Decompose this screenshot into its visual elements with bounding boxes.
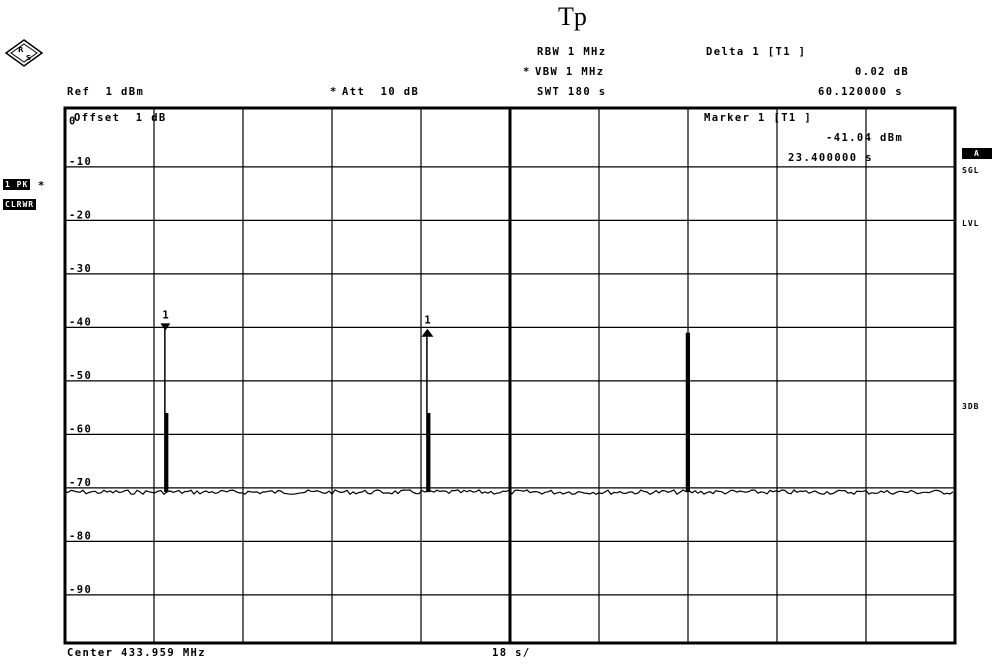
vbw-mark: * (523, 66, 531, 78)
delta-level-value: 0.02 dB (855, 66, 910, 78)
marker-number-label: 1 (424, 315, 430, 327)
trace-badge: 1 PK (3, 179, 31, 190)
plot-grid (63, 106, 957, 645)
swt-label: SWT 180 s (537, 86, 607, 98)
y-tick-label: -10 (69, 156, 92, 168)
pulse-bar-2 (427, 412, 431, 493)
svg-text:S: S (26, 54, 31, 62)
y-tick-label: -20 (69, 209, 92, 221)
analyzer-a-badge: A (962, 148, 992, 159)
rohde-schwarz-logo: R S (4, 39, 44, 67)
marker-time-value: 23.400000 s (788, 152, 873, 164)
y-tick-label: -30 (69, 263, 92, 275)
center-frequency-label: Center 433.959 MHz (67, 647, 206, 659)
y-tick-label: -40 (69, 316, 92, 328)
marker-label: Marker 1 [T1 ] (704, 112, 813, 124)
attenuation-mark: * (330, 86, 338, 98)
trace (64, 489, 954, 496)
y-tick-label: 0 (69, 115, 77, 127)
sgl-indicator: SGL (962, 166, 980, 175)
marker-triangle-up (421, 328, 434, 337)
y-tick-labels: 0 -10 -20 -30 -40 -50 -60 -70 -80 -90 (69, 115, 92, 596)
marker-level-value: -41.04 dBm (826, 132, 904, 144)
svg-text:R: R (18, 46, 24, 54)
y-tick-label: -60 (69, 423, 92, 435)
y-tick-label: -50 (69, 370, 92, 382)
sweep-span-label: 18 s/ (492, 647, 531, 659)
pulse-bar-1 (165, 412, 169, 493)
y-tick-label: -80 (69, 530, 92, 542)
attenuation-label: Att 10 dB (342, 86, 420, 98)
vbw-label: VBW 1 MHz (535, 66, 605, 78)
trace-mode-badge: CLRWR (3, 199, 37, 210)
offset-text: Offset 1 dB (74, 112, 167, 124)
pulse-bar-3 (687, 332, 690, 493)
offset-label: Offset 1 dB (74, 112, 167, 124)
marker-number-label: 1 (162, 309, 168, 321)
marker-triangle-down (160, 323, 171, 331)
trace-badge-mark: * (38, 180, 46, 192)
noise-floor-trace (64, 489, 954, 496)
y-tick-label: -90 (69, 584, 92, 596)
delta-time-value: 60.120000 s (818, 86, 903, 98)
lvl-indicator: LVL (962, 219, 980, 228)
y-tick-label: -70 (69, 477, 92, 489)
rbw-label: RBW 1 MHz (537, 46, 607, 58)
chart-title: Tp (558, 2, 587, 31)
delta-marker-label: Delta 1 [T1 ] (706, 46, 807, 58)
3db-indicator: 3DB (962, 402, 980, 411)
ref-level-label: Ref 1 dBm (67, 86, 145, 98)
